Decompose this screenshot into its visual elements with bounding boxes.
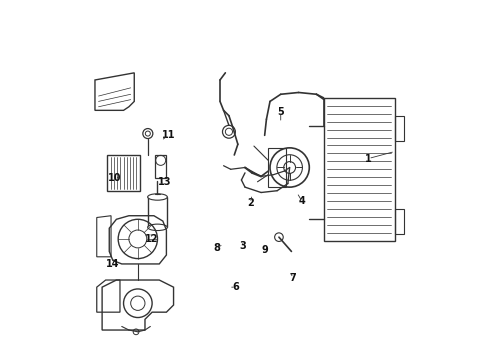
Text: 9: 9 xyxy=(261,245,268,255)
Text: 8: 8 xyxy=(213,243,220,253)
Ellipse shape xyxy=(147,194,167,200)
Text: 5: 5 xyxy=(277,107,284,117)
Bar xyxy=(395,208,404,234)
Text: 4: 4 xyxy=(299,197,306,206)
Text: 14: 14 xyxy=(106,259,120,269)
Bar xyxy=(323,98,395,241)
Text: 6: 6 xyxy=(233,282,240,292)
Bar xyxy=(147,197,167,227)
Text: 10: 10 xyxy=(108,173,122,183)
Bar xyxy=(107,155,140,191)
Text: 3: 3 xyxy=(240,241,246,251)
Ellipse shape xyxy=(147,224,167,230)
Text: 11: 11 xyxy=(161,130,175,140)
Text: 1: 1 xyxy=(365,154,371,163)
Bar xyxy=(155,155,167,178)
Text: 13: 13 xyxy=(158,177,172,187)
Text: 12: 12 xyxy=(146,234,159,244)
Text: 2: 2 xyxy=(247,198,254,208)
Bar xyxy=(395,116,404,141)
Text: 7: 7 xyxy=(290,273,296,283)
